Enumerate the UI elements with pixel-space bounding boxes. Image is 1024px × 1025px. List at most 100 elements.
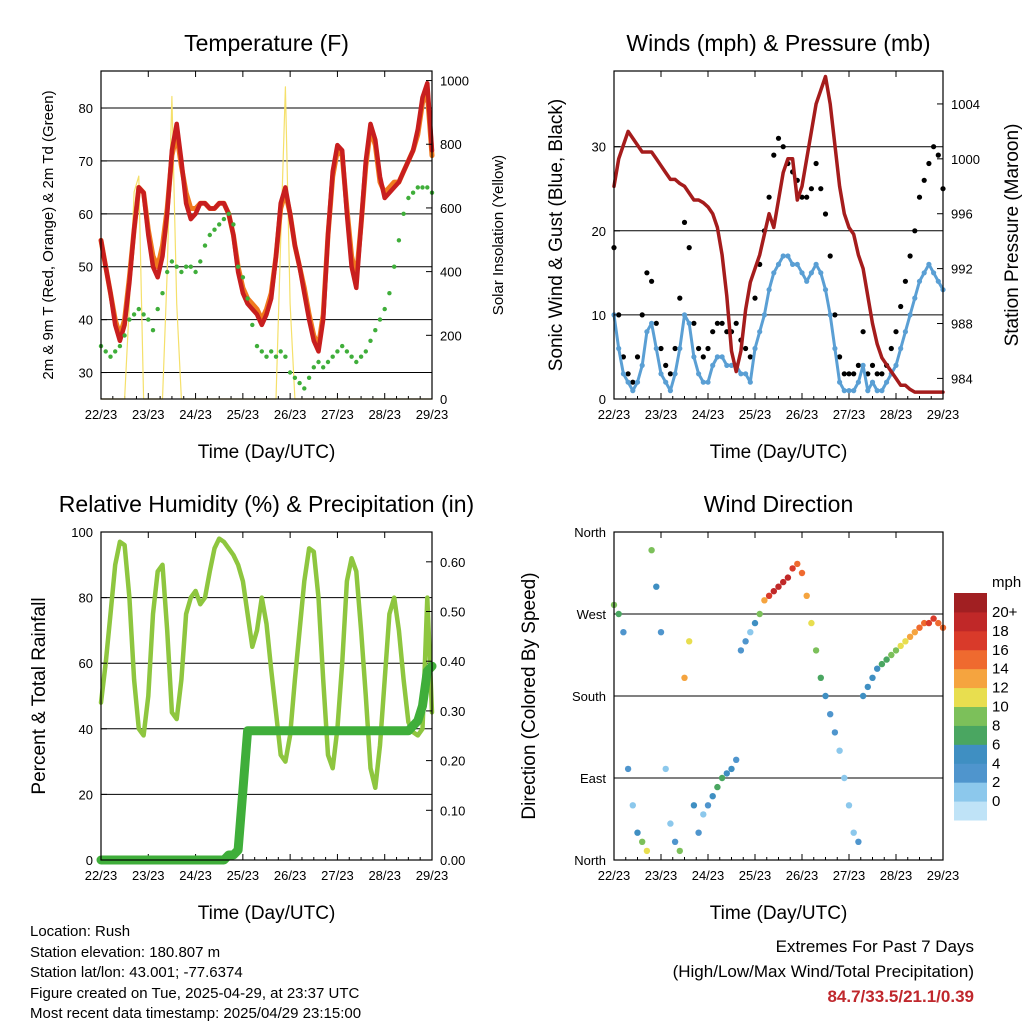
direction-point [906, 633, 914, 640]
wind-point [926, 261, 932, 267]
colorbar-label: 6 [992, 736, 1000, 753]
wind-point [799, 270, 805, 276]
dewpoint-point [373, 328, 378, 333]
wind-point [752, 345, 758, 352]
direction-point [794, 560, 801, 568]
wind-point [841, 388, 847, 394]
dewpoint-point [250, 322, 255, 328]
y-tick-label: West [577, 607, 607, 622]
colorbar-label: 14 [992, 661, 1009, 678]
direction-point [874, 665, 881, 672]
direction-point [855, 838, 862, 845]
dewpoint-point [183, 264, 189, 269]
x-tick-label: 27/23 [833, 868, 866, 883]
y-axis-title: Direction (Colored By Speed) [519, 572, 540, 819]
y-tick-label: 20 [79, 787, 93, 802]
y2-tick-label: 0.50 [440, 605, 465, 620]
x-axis-title: Time (Day/UTC) [198, 903, 336, 924]
gust-point [752, 295, 758, 301]
dewpoint-point [141, 312, 146, 317]
gust-point [813, 160, 819, 167]
direction-point [643, 847, 651, 855]
chart-title: Temperature (F) [184, 30, 349, 56]
direction-point [704, 802, 712, 809]
wind-point [620, 371, 627, 377]
direction-point [709, 793, 716, 800]
wind-point [719, 354, 725, 360]
direction-point [836, 747, 843, 754]
wind-point [818, 270, 824, 276]
wind-point [705, 379, 711, 385]
x-tick-label: 23/23 [645, 407, 678, 422]
x-tick-label: 23/23 [132, 407, 165, 422]
dewpoint-point [193, 269, 198, 275]
dewpoint-point [387, 291, 392, 296]
y-tick-label: 30 [79, 366, 93, 381]
gust-point [710, 329, 716, 335]
gust-point [771, 152, 777, 158]
direction-point [629, 802, 636, 809]
gust-point [733, 320, 739, 326]
wind-point [893, 362, 899, 368]
dewpoint-point [269, 349, 274, 354]
x-tick-label: 29/23 [416, 868, 449, 883]
direction-point [883, 656, 890, 663]
dewpoint-point [127, 317, 132, 322]
wind-point [766, 287, 772, 293]
direction-point [714, 783, 721, 791]
y2-tick-label: 0.30 [440, 704, 465, 719]
colorbar-swatch [954, 630, 987, 651]
dewpoint-point [349, 354, 354, 359]
wind-point [625, 379, 631, 385]
direction-point [671, 838, 679, 845]
dewpoint-point [283, 354, 288, 359]
y-axis-title: Sonic Wind & Gust (Blue, Black) [546, 99, 567, 371]
x-tick-label: 26/23 [786, 407, 819, 422]
gust-point [931, 144, 937, 150]
station-info: Location: Rush Station elevation: 180.80… [30, 922, 361, 1025]
x-tick-label: 28/23 [368, 407, 401, 422]
colorbar-label: 2 [992, 774, 1000, 791]
wind-point [912, 295, 918, 301]
gust-point [780, 144, 786, 150]
dewpoint-point [131, 312, 137, 317]
y-tick-label: 60 [79, 207, 93, 222]
dewpoint-point [108, 354, 113, 359]
wind-point [696, 371, 702, 377]
dewpoint-point [415, 185, 420, 190]
wind-point [630, 388, 636, 394]
dewpoint-point [425, 185, 430, 190]
colorbar-swatch [954, 649, 987, 670]
dewpoint-point [335, 349, 340, 354]
gust-point [935, 152, 941, 158]
station-elevation: Station elevation: 180.807 m [30, 943, 221, 961]
gust-point [912, 228, 918, 234]
gust-point [620, 354, 627, 360]
gust-point [893, 329, 899, 335]
wind-point [649, 320, 655, 326]
y-tick-label: 50 [79, 260, 93, 275]
direction-point [921, 619, 928, 627]
figure-created: Figure created on Tue, 2025-04-29, at 23… [30, 984, 360, 1002]
y2-tick-label: 992 [951, 262, 973, 277]
direction-point [690, 802, 698, 809]
direction-point [812, 647, 820, 654]
direction-point [878, 660, 886, 668]
wind-point [837, 379, 843, 385]
x-tick-label: 24/23 [692, 407, 725, 422]
gust-point [926, 160, 932, 167]
plot-border [613, 531, 944, 861]
direction-point [911, 629, 918, 636]
colorbar-label: 18 [992, 623, 1009, 640]
recent-timestamp: Most recent data timestamp: 2025/04/29 2… [30, 1005, 362, 1022]
gust-point [907, 253, 913, 259]
gust-point [743, 345, 749, 352]
direction-point [765, 592, 773, 599]
dewpoint-point [287, 370, 293, 375]
wind-point [714, 354, 721, 360]
dewpoint-point [202, 243, 208, 248]
gust-point [902, 278, 909, 284]
direction-point [718, 774, 726, 782]
chart-temperature: Temperature (F) Time (Day/UTC) 22/23 23/23 2… [40, 30, 507, 463]
gust-point [865, 371, 871, 377]
